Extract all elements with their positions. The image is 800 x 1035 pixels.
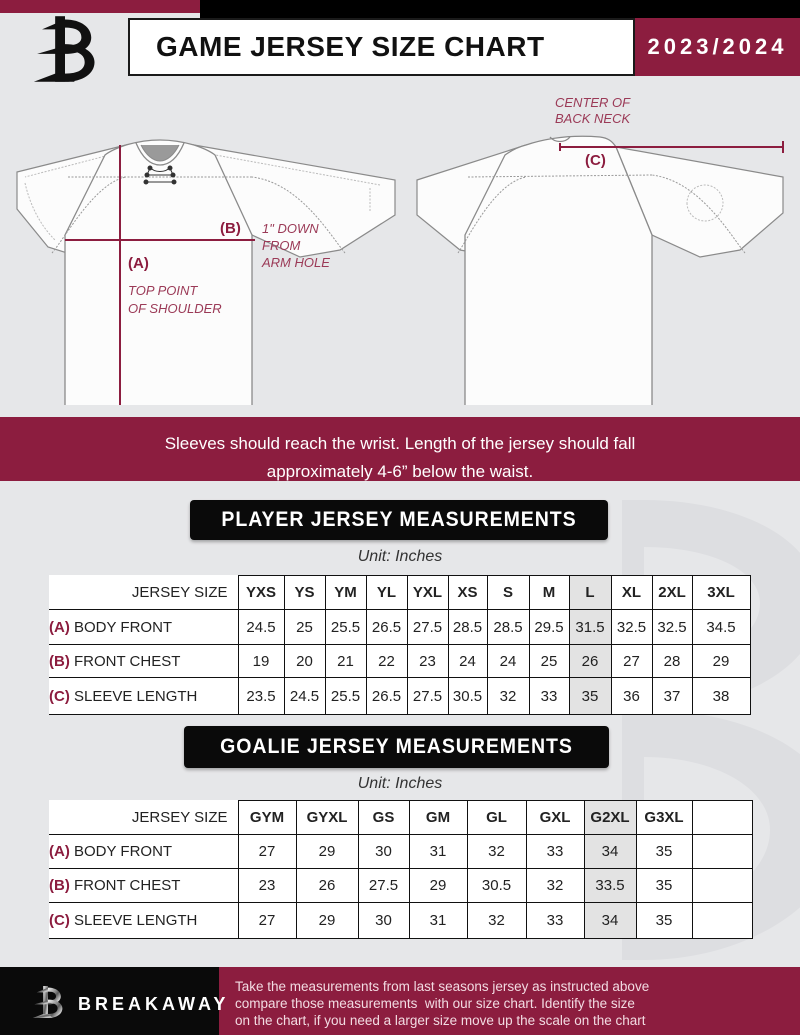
svg-text:(A): (A) [128,255,149,272]
svg-text:(B): (B) [220,220,241,237]
svg-text:TOP POINT: TOP POINT [128,283,198,298]
svg-text:1" DOWN: 1" DOWN [262,221,319,236]
svg-text:(C): (C) [585,152,606,169]
svg-text:CENTER OF: CENTER OF [555,95,631,110]
svg-text:BACK NECK: BACK NECK [555,111,631,126]
svg-text:OF SHOULDER: OF SHOULDER [128,301,222,316]
svg-text:FROM: FROM [262,238,300,253]
svg-text:ARM HOLE: ARM HOLE [261,255,330,270]
